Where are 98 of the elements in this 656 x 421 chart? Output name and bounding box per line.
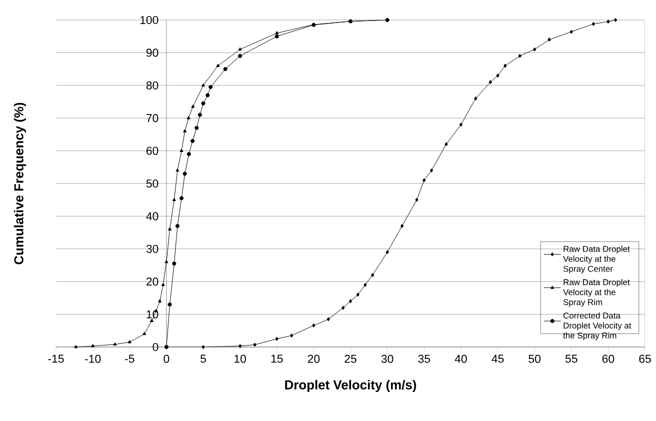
x-tick-label: -10	[85, 354, 101, 363]
point	[459, 122, 463, 127]
point	[91, 344, 95, 348]
point	[206, 93, 210, 98]
x-tick-label: 25	[344, 354, 356, 363]
legend-label: Corrected Data Droplet Velocity at the Spray Rim	[563, 312, 632, 340]
x-tick-label: 55	[565, 354, 578, 363]
x-tick-label: 65	[639, 354, 651, 363]
x-axis-title: Droplet Velocity (m/s)	[285, 380, 416, 392]
point	[186, 152, 191, 156]
point	[190, 138, 195, 144]
point	[518, 54, 522, 58]
point	[113, 342, 117, 346]
x-tick-label: 45	[492, 354, 504, 363]
point	[208, 84, 213, 90]
y-axis-title: Cumulative Frequency (%)	[14, 102, 26, 264]
point	[179, 196, 184, 200]
point	[158, 299, 162, 302]
y-tick-label: 100	[140, 16, 158, 24]
point	[161, 282, 165, 286]
y-tick-label: 30	[146, 244, 158, 253]
point	[182, 172, 187, 176]
point	[194, 126, 199, 130]
point	[180, 148, 184, 152]
x-tick-label: 15	[271, 354, 283, 363]
point	[342, 306, 345, 310]
y-tick-label: 90	[146, 48, 158, 57]
x-tick-label: 10	[234, 354, 246, 363]
point	[386, 250, 389, 254]
point	[356, 292, 360, 297]
legend-label: Raw Data Droplet Velocity at the Spray Rim	[563, 279, 630, 307]
x-tick-label: 0	[164, 354, 170, 363]
point	[172, 198, 176, 201]
point	[223, 67, 228, 72]
point	[532, 47, 536, 52]
point	[183, 129, 187, 132]
point	[548, 38, 551, 42]
point	[430, 168, 434, 172]
point	[142, 332, 146, 336]
point	[504, 64, 507, 68]
point	[275, 31, 279, 34]
point	[74, 344, 78, 348]
point	[474, 96, 478, 101]
point	[168, 302, 172, 307]
point	[191, 104, 195, 108]
point	[422, 178, 426, 182]
y-tick-label: 60	[146, 146, 158, 155]
point	[128, 340, 132, 344]
point	[150, 318, 154, 322]
x-tick-label: 60	[602, 354, 614, 363]
point	[176, 168, 180, 172]
point	[201, 101, 206, 106]
point	[202, 344, 205, 350]
point	[312, 323, 316, 328]
point	[326, 317, 330, 322]
point	[592, 22, 596, 26]
y-tick-label: 80	[146, 81, 158, 90]
point	[444, 142, 448, 146]
y-tick-label: 10	[146, 310, 158, 318]
y-tick-label: 70	[146, 114, 158, 122]
point	[186, 116, 190, 120]
y-tick-label: 40	[146, 212, 158, 220]
point	[198, 112, 202, 117]
x-tick-label: -5	[125, 354, 134, 363]
point	[290, 334, 294, 338]
x-tick-label: 30	[381, 354, 394, 363]
point	[238, 47, 242, 51]
point	[164, 260, 168, 264]
point	[172, 262, 176, 266]
x-tick-label: 20	[308, 354, 320, 363]
point	[201, 83, 206, 87]
point	[400, 224, 404, 228]
point	[348, 299, 352, 304]
point	[253, 342, 256, 347]
point	[488, 80, 492, 84]
point	[175, 224, 180, 228]
point	[614, 18, 618, 22]
point	[570, 30, 573, 34]
point	[238, 344, 242, 348]
point	[238, 54, 242, 58]
point	[370, 273, 374, 278]
point	[216, 64, 220, 67]
point	[364, 282, 367, 287]
point	[415, 198, 418, 202]
x-tick-label: 35	[418, 354, 430, 363]
x-tick-label: 50	[528, 354, 540, 363]
y-tick-label: 50	[146, 179, 158, 188]
y-tick-label: 0	[152, 342, 158, 352]
point	[496, 74, 500, 78]
x-tick-label: 40	[454, 354, 467, 363]
point	[606, 20, 610, 24]
x-tick-label: -15	[48, 354, 64, 363]
point	[274, 34, 279, 38]
point	[275, 336, 278, 341]
y-tick-label: 20	[146, 278, 158, 286]
legend-label: Raw Data Droplet Velocity at the Spray Center	[563, 246, 630, 274]
point	[168, 227, 172, 230]
x-tick-label: 5	[200, 354, 206, 363]
